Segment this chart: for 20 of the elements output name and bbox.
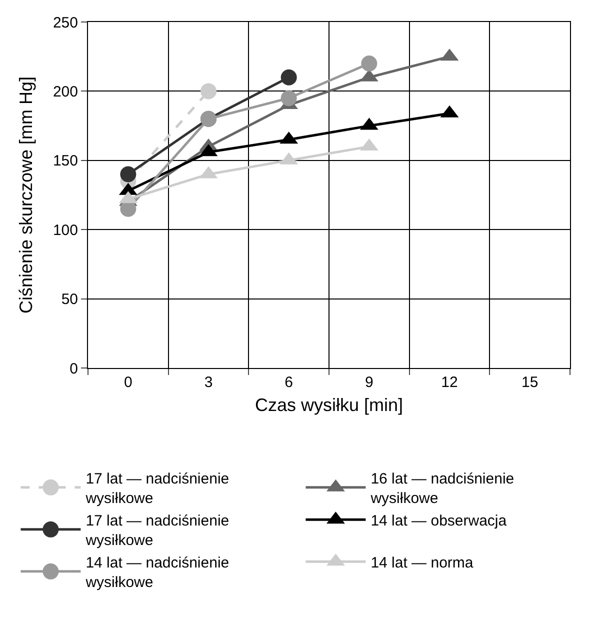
legend-label: 14 lat — nadciśnienie wysiłkowe (84, 554, 230, 592)
x-tick-label: 9 (365, 374, 374, 391)
legend-label: 16 lat — nadciśnienie wysiłkowe (370, 470, 514, 508)
y-tick-label: 100 (52, 222, 78, 239)
legend-label: 14 lat — norma (370, 554, 474, 572)
x-tick-label: 0 (124, 374, 132, 391)
y-tick-label: 250 (52, 14, 78, 32)
x-tick-label: 15 (521, 374, 538, 391)
y-tick-label: 200 (52, 83, 78, 100)
y-axis-title: Ciśnienie skurczowe [mm Hg] (16, 76, 36, 314)
x-axis-title: Czas wysiłku [min] (254, 395, 404, 416)
legend-label: 17 lat — nadciśnienie wysiłkowe (84, 470, 230, 508)
legend-label: 14 lat — obserwacja (370, 512, 508, 530)
x-tick-label: 3 (204, 374, 213, 391)
y-tick-label: 50 (61, 291, 78, 308)
y-tick-label: 150 (52, 152, 78, 170)
y-tick-label: 0 (70, 360, 78, 378)
x-tick-label: 12 (441, 374, 458, 391)
legend-label: 17 lat — nadciśnienie wysiłkowe (84, 512, 230, 550)
x-tick-label: 6 (284, 374, 293, 391)
